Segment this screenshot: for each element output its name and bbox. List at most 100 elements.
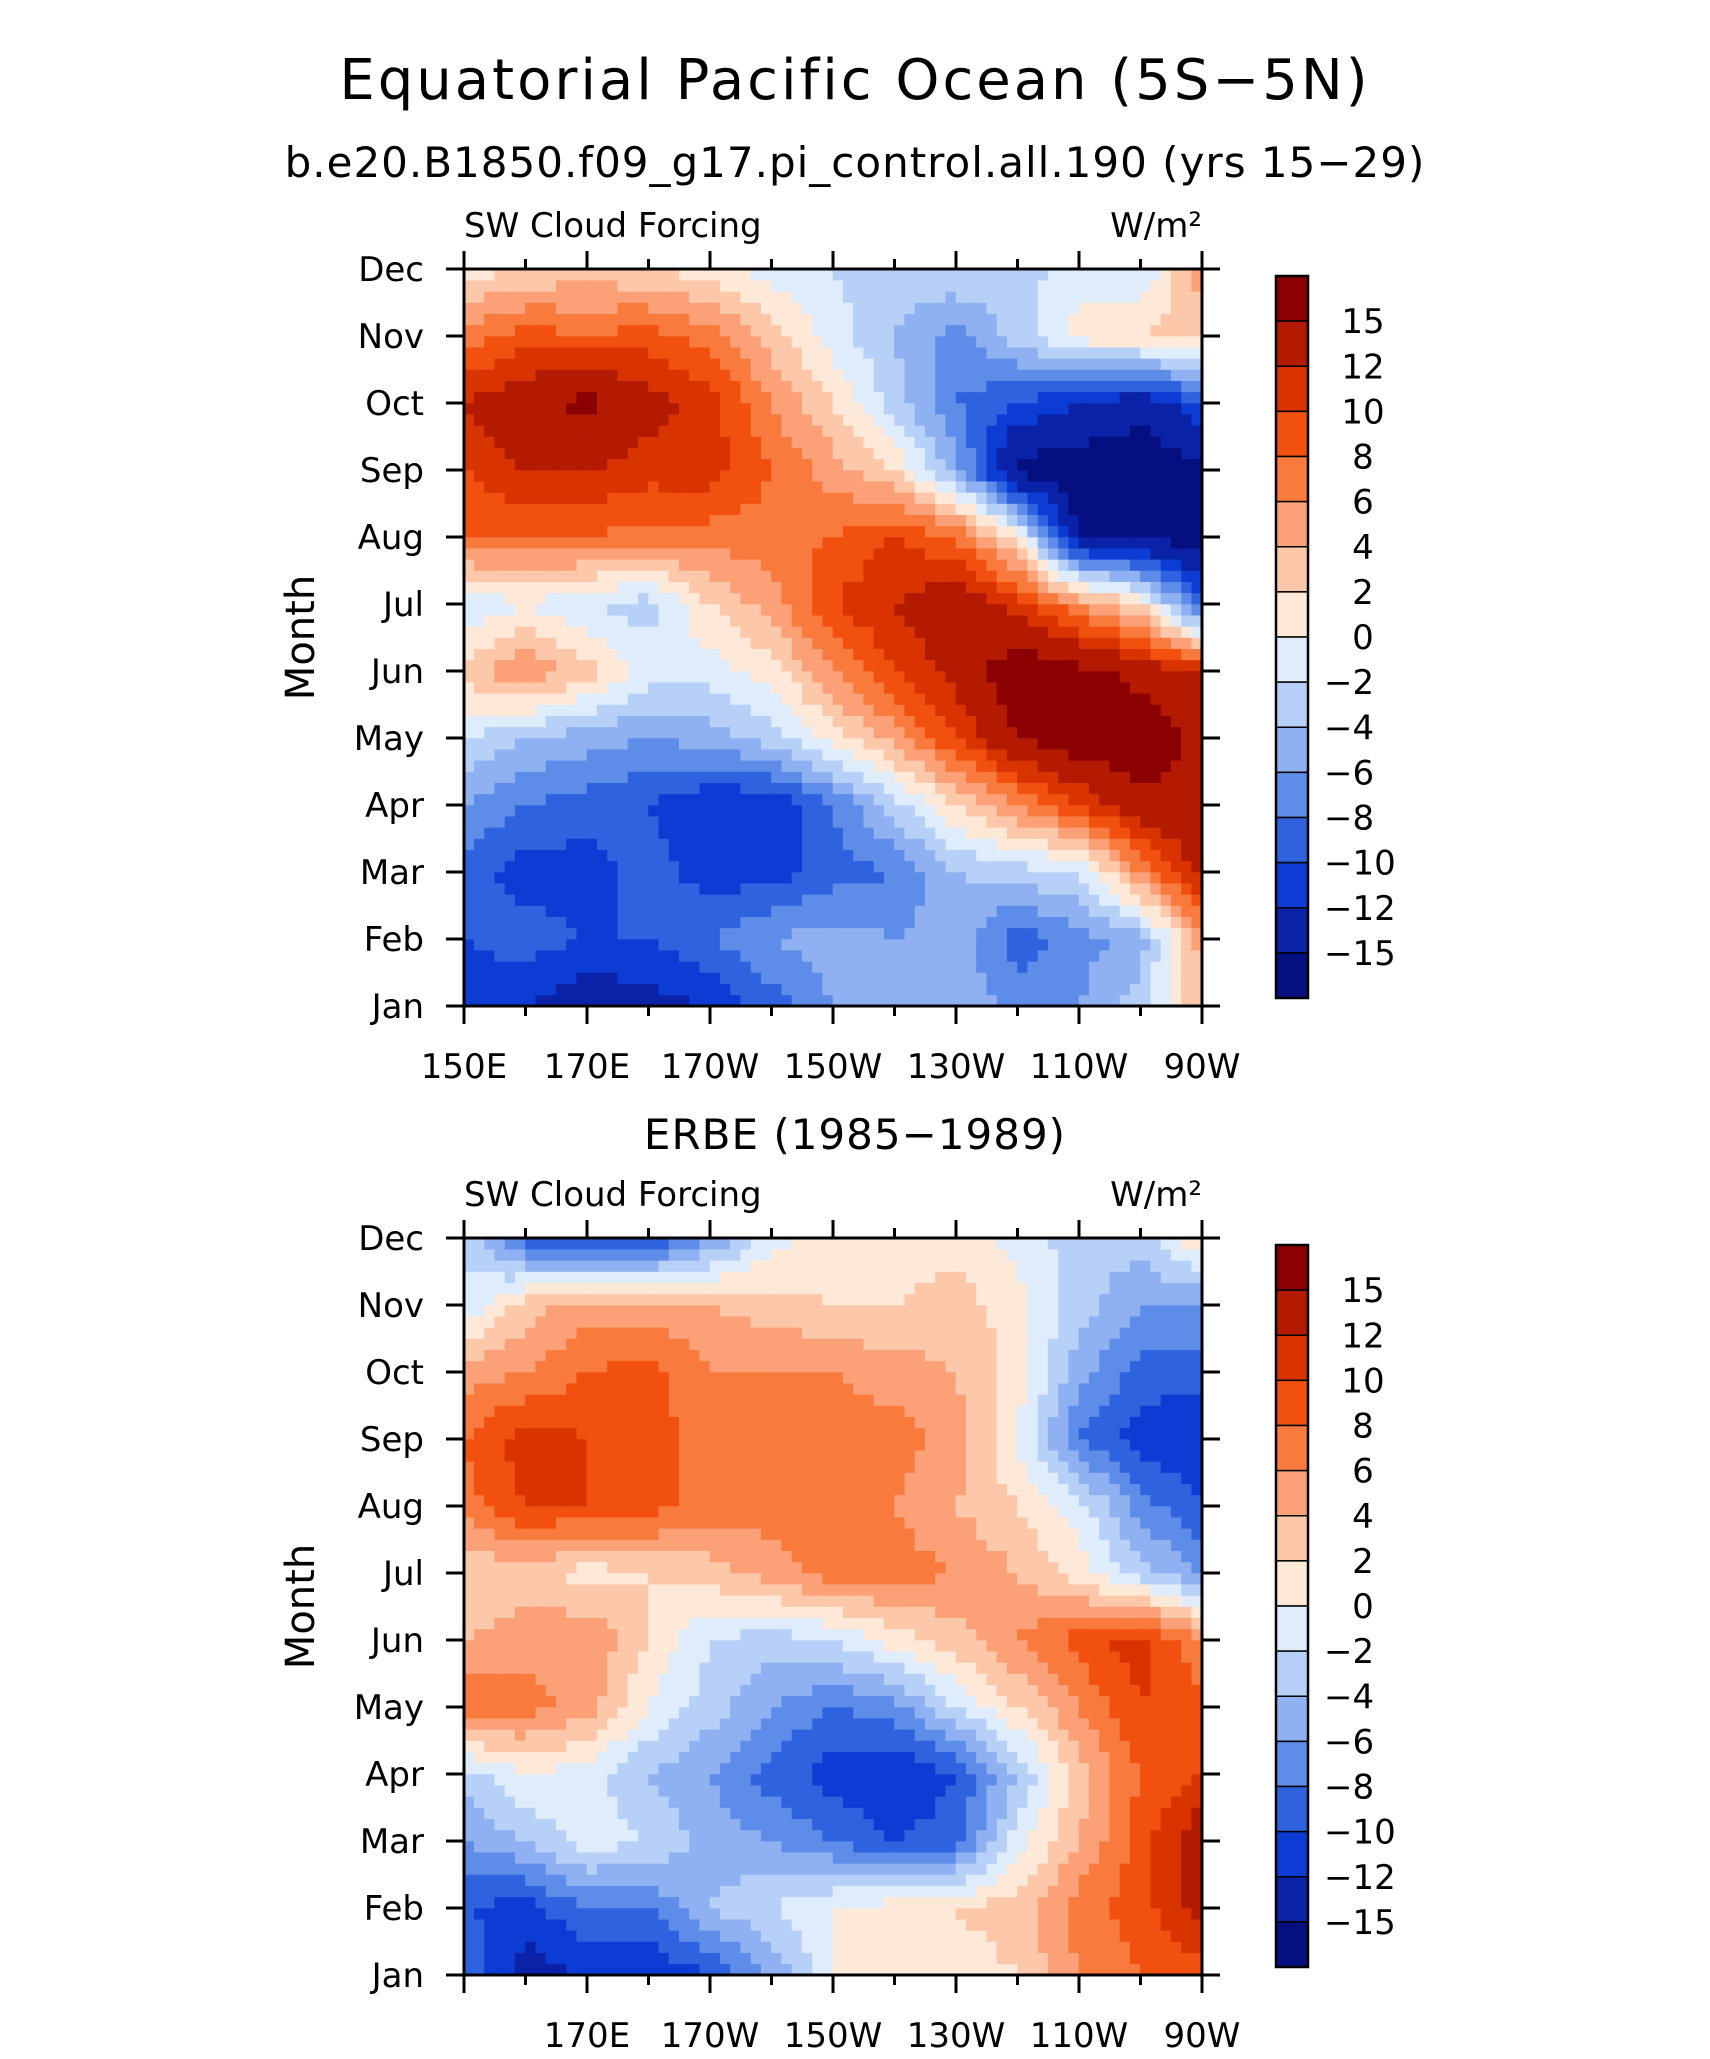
heatmap-cell — [1109, 760, 1121, 772]
heatmap-cell — [873, 704, 885, 716]
heatmap-cell — [760, 413, 772, 426]
heatmap-cell — [586, 726, 598, 739]
heatmap-cell — [1047, 916, 1059, 929]
heatmap-cell — [1119, 626, 1131, 638]
heatmap-cell — [1017, 469, 1029, 482]
heatmap-cell — [504, 670, 516, 683]
heatmap-cell — [760, 726, 772, 739]
heatmap-cell — [637, 1952, 649, 1965]
heatmap-cell — [771, 938, 783, 951]
heatmap-cell — [504, 626, 516, 638]
heatmap-cell — [760, 961, 772, 973]
heatmap-cell — [525, 614, 537, 627]
heatmap-cell — [750, 882, 762, 895]
heatmap-cell — [812, 391, 824, 404]
heatmap-cell — [709, 291, 721, 303]
heatmap-cell — [740, 905, 752, 917]
heatmap-cell — [914, 983, 926, 996]
heatmap-cell — [658, 1930, 670, 1942]
heatmap-cell — [668, 659, 680, 672]
heatmap-cell — [986, 469, 998, 482]
heatmap-cell — [1047, 949, 1059, 962]
heatmap-cell — [1006, 603, 1018, 616]
heatmap-cell — [607, 905, 619, 917]
heatmap-cell — [525, 1918, 537, 1931]
heatmap-cell — [473, 413, 485, 426]
heatmap-cell — [1109, 313, 1121, 326]
heatmap-cell — [1006, 793, 1018, 806]
heatmap-cell — [637, 1963, 649, 1975]
heatmap-cell — [1037, 559, 1049, 571]
heatmap-cell — [637, 670, 649, 683]
heatmap-cell — [678, 760, 690, 772]
heatmap-cell — [699, 592, 711, 605]
heatmap-cell — [668, 346, 680, 359]
heatmap-cell — [904, 391, 916, 404]
heatmap-cell — [484, 536, 496, 549]
heatmap-cell — [1170, 324, 1182, 337]
heatmap-cell — [986, 391, 998, 404]
heatmap-cell — [730, 335, 742, 348]
heatmap-cell — [678, 659, 690, 672]
heatmap-cell — [955, 927, 967, 940]
heatmap-cell — [648, 402, 660, 415]
heatmap-cell — [699, 648, 711, 661]
heatmap-cell — [863, 905, 875, 917]
heatmap-cell — [935, 972, 947, 984]
heatmap-cell — [883, 626, 895, 638]
heatmap-cell — [1191, 492, 1202, 504]
heatmap-cell — [596, 748, 608, 761]
heatmap-cell — [1027, 279, 1039, 292]
heatmap-cell — [904, 782, 916, 795]
heatmap-cell — [904, 346, 916, 359]
heatmap-cell — [617, 748, 629, 761]
heatmap-cell — [1140, 358, 1152, 370]
heatmap-cell — [1047, 994, 1059, 1006]
heatmap-cell — [822, 626, 834, 638]
heatmap-cell — [976, 592, 988, 605]
heatmap-cell — [648, 269, 660, 281]
heatmap-cell — [596, 659, 608, 672]
heatmap-cell — [1006, 436, 1018, 448]
heatmap-cell — [1150, 492, 1162, 504]
heatmap-cell — [576, 536, 588, 549]
heatmap-cell — [596, 391, 608, 404]
heatmap-cell — [1058, 614, 1070, 627]
heatmap-cell — [801, 659, 813, 672]
heatmap-cell — [771, 681, 783, 694]
heatmap-cell — [473, 1963, 485, 1975]
heatmap-cell — [935, 983, 947, 996]
heatmap-cell — [637, 269, 649, 281]
heatmap-cell — [586, 894, 598, 906]
heatmap-cell — [945, 302, 957, 314]
heatmap-cell — [1129, 927, 1141, 940]
heatmap-cell — [1006, 503, 1018, 515]
heatmap-cell — [678, 916, 690, 929]
heatmap-cell — [730, 436, 742, 448]
heatmap-cell — [709, 637, 721, 649]
heatmap-cell — [719, 436, 731, 448]
heatmap-cell — [689, 380, 701, 393]
heatmap-cell — [842, 972, 854, 984]
heatmap-cell — [771, 804, 783, 817]
heatmap-cell — [1099, 402, 1111, 415]
heatmap-cell — [709, 704, 721, 716]
heatmap-cell — [873, 547, 885, 560]
heatmap-cell — [658, 938, 670, 951]
heatmap-cell — [1058, 737, 1070, 750]
heatmap-cell — [914, 849, 926, 862]
heatmap-cell — [740, 838, 752, 850]
heatmap-cell — [719, 771, 731, 783]
heatmap-cell — [535, 447, 547, 460]
heatmap-cell — [678, 369, 690, 381]
heatmap-cell — [719, 793, 731, 806]
heatmap-cell — [678, 648, 690, 661]
heatmap-cell — [781, 313, 793, 326]
heatmap-cell — [1047, 358, 1059, 370]
heatmap-cell — [1099, 436, 1111, 448]
heatmap-cell — [801, 581, 813, 594]
heatmap-cell — [576, 458, 588, 471]
heatmap-cell — [637, 346, 649, 359]
heatmap-cell — [924, 291, 936, 303]
heatmap-cell — [1006, 894, 1018, 906]
